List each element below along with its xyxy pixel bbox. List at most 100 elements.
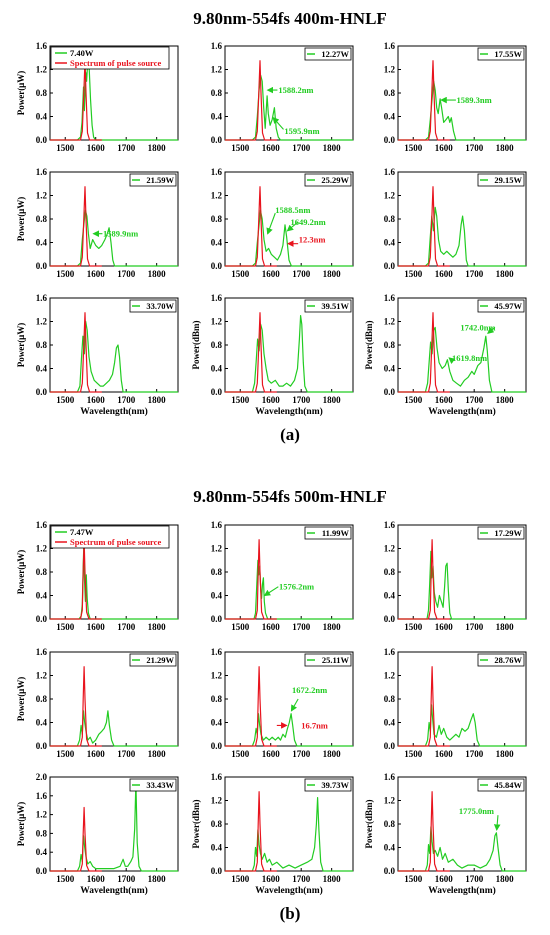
x-tick-label: 1800 — [496, 269, 515, 279]
output-spectrum-line — [225, 74, 353, 141]
pulse-source-spectrum-line — [225, 60, 277, 141]
legend-box — [50, 46, 170, 70]
pulse-source-spectrum-line — [398, 60, 450, 141]
x-tick-label: 1500 — [56, 874, 75, 884]
output-spectrum-line — [225, 315, 353, 393]
x-tick-label: 1500 — [231, 874, 250, 884]
x-tick-label: 1500 — [231, 269, 250, 279]
output-spectrum-line — [398, 826, 526, 872]
y-tick-label: 0.4 — [211, 718, 223, 728]
x-tick-label: 1500 — [231, 622, 250, 632]
spectrum-panel: 0.0 0.4 0.8 1.2 1.6 1500 1600 1700 1800 Power(dBm… — [191, 293, 354, 417]
x-tick-label: 1500 — [404, 269, 423, 279]
y-tick-label: 0.4 — [36, 591, 48, 601]
y-tick-label: 0.4 — [36, 847, 48, 857]
x-tick-label: 1500 — [404, 395, 423, 405]
x-tick-label: 1700 — [292, 395, 311, 405]
x-tick-label: 1600 — [262, 622, 281, 632]
y-tick-label: 0.0 — [211, 614, 223, 624]
pulse-source-spectrum-line — [398, 666, 450, 747]
x-tick-label: 1800 — [148, 143, 167, 153]
spectrum-panel: 0.0 0.4 0.8 1.2 1.6 1500 1600 1700 1800 17.29W — [384, 520, 527, 632]
spectrum-panel: 0.0 0.4 0.8 1.2 1.6 1500 1600 1700 1800 Power(μW)… — [16, 293, 179, 417]
y-tick-label: 0.0 — [36, 135, 48, 145]
pulse-source-spectrum-line — [50, 312, 102, 393]
x-tick-label: 1700 — [292, 143, 311, 153]
x-tick-label: 1600 — [262, 269, 281, 279]
x-tick-label: 1700 — [117, 874, 136, 884]
y-tick-label: 0.0 — [211, 261, 223, 271]
power-legend-box — [477, 653, 525, 667]
wavelength-annotation: 1672.2nm — [292, 685, 327, 695]
y-tick-label: 1.2 — [211, 544, 223, 554]
y-axis-label: Power(μW) — [16, 550, 26, 595]
wavelength-annotation: 1588.2nm — [278, 85, 313, 95]
wavelength-annotation: 1619.8nm — [452, 353, 487, 363]
x-tick-label: 1700 — [117, 622, 136, 632]
y-tick-label: 1.6 — [36, 647, 48, 657]
wavelength-annotation: 1595.9nm — [284, 126, 319, 136]
y-tick-label: 1.2 — [211, 65, 223, 75]
x-tick-label: 1600 — [87, 395, 106, 405]
power-legend: 17.29W — [477, 526, 525, 540]
legend-box — [50, 525, 170, 549]
pulse-source-spectrum-line — [398, 791, 450, 872]
x-tick-label: 1500 — [404, 143, 423, 153]
spectrum-panel: 0.0 0.4 0.8 1.2 1.6 1500 1600 1700 1800 29.15W — [384, 167, 527, 279]
group-b-title: 9.80nm-554fs 500m-HNLF — [193, 487, 387, 506]
x-axis-label: Wavelength(nm) — [255, 406, 323, 417]
y-tick-label: 1.2 — [384, 317, 396, 327]
pump-power-label: 39.51W — [321, 301, 349, 311]
power-legend-box — [304, 299, 352, 313]
wavelength-annotation: 1649.2nm — [291, 217, 326, 227]
output-spectrum-line — [398, 550, 526, 620]
output-spectrum-line — [50, 60, 178, 141]
x-tick-label: 1700 — [292, 269, 311, 279]
x-tick-label: 1600 — [435, 874, 454, 884]
y-tick-label: 0.8 — [211, 88, 223, 98]
power-legend: 12.27W — [304, 47, 352, 61]
x-tick-label: 1500 — [56, 622, 75, 632]
power-legend: 29.15W — [477, 173, 525, 187]
output-spectrum-line — [225, 797, 353, 872]
y-axis-label: Power(μW) — [16, 71, 26, 116]
y-tick-label: 1.6 — [211, 647, 223, 657]
y-axis-label: Power(dBm) — [364, 800, 374, 849]
y-tick-label: 0.0 — [384, 866, 396, 876]
pulse-source-spectrum-line — [50, 539, 102, 620]
y-tick-label: 1.6 — [36, 791, 48, 801]
y-axis-label: Power(μW) — [16, 802, 26, 847]
y-tick-label: 1.2 — [384, 191, 396, 201]
output-spectrum-line — [50, 545, 178, 620]
pump-power-label: 21.29W — [146, 655, 174, 665]
y-tick-label: 0.4 — [211, 238, 223, 248]
y-tick-label: 0.8 — [36, 567, 48, 577]
y-tick-label: 0.0 — [384, 261, 396, 271]
y-tick-label: 0.8 — [211, 340, 223, 350]
x-tick-label: 1800 — [148, 749, 167, 759]
y-tick-label: 0.0 — [36, 387, 48, 397]
y-tick-label: 0.4 — [36, 112, 48, 122]
y-tick-label: 1.6 — [211, 293, 223, 303]
pump-power-label: 21.59W — [146, 175, 174, 185]
power-legend: 28.76W — [477, 653, 525, 667]
power-legend: 11.99W — [304, 526, 352, 540]
pump-power-label: 33.70W — [146, 301, 174, 311]
legend-source-label: Spectrum of pulse source — [70, 537, 161, 547]
power-legend: 33.43W — [129, 778, 177, 792]
y-tick-label: 0.0 — [211, 866, 223, 876]
y-tick-label: 0.4 — [211, 843, 223, 853]
y-tick-label: 1.2 — [384, 65, 396, 75]
x-tick-label: 1700 — [465, 143, 484, 153]
wavelength-annotation: 1775.0nm — [459, 806, 494, 816]
y-tick-label: 1.6 — [211, 772, 223, 782]
x-tick-label: 1800 — [148, 874, 167, 884]
power-legend-box — [129, 173, 177, 187]
y-tick-label: 0.8 — [384, 214, 396, 224]
y-axis-label: Power(dBm) — [191, 321, 201, 370]
y-tick-label: 1.6 — [384, 41, 396, 51]
x-tick-label: 1700 — [465, 622, 484, 632]
spectrum-panel: 0.0 0.4 0.8 1.2 1.6 1500 1600 1700 1800 17.55W 158… — [384, 41, 527, 153]
